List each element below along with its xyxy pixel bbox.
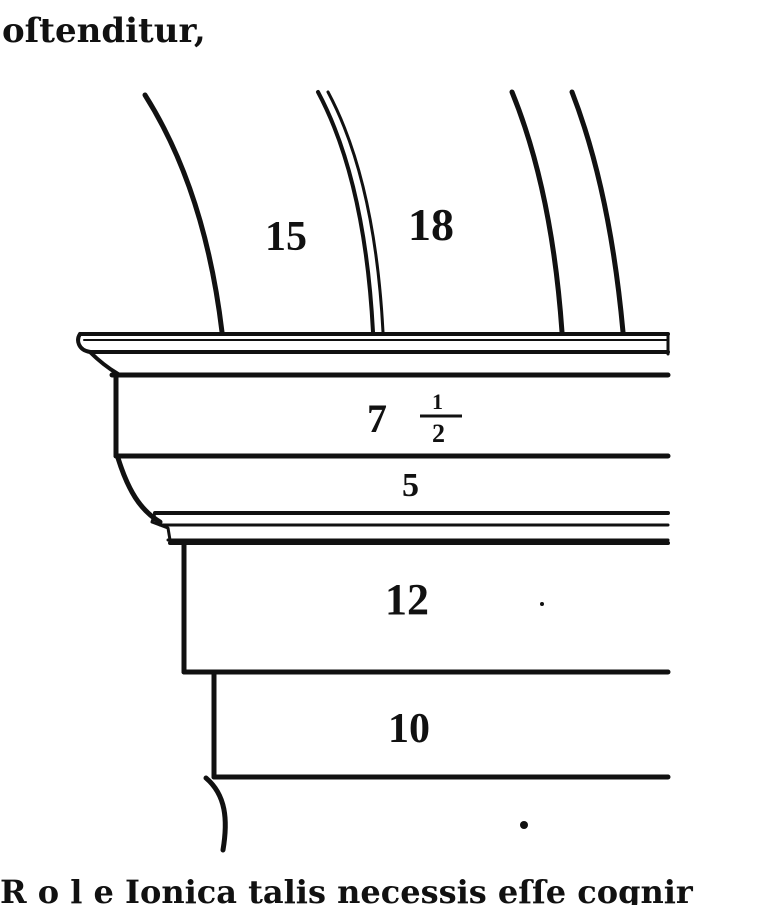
arch-curve-4 (569, 89, 626, 335)
band-10-label: 10 (388, 706, 430, 752)
arch-curve-3 (509, 89, 565, 335)
svg-text:7: 7 (367, 396, 387, 441)
ink-dot-1 (540, 602, 544, 606)
arch-curve-2a (316, 90, 375, 334)
arch-curve-2b (326, 90, 385, 334)
arch-label-right: 18 (408, 199, 454, 250)
svg-text:2: 2 (432, 419, 445, 448)
crown-fillet (76, 332, 670, 354)
cyma-top (88, 350, 120, 376)
band-5-label: 5 (402, 467, 419, 504)
arch-label-left: 15 (265, 214, 307, 260)
moulding-profile (76, 332, 671, 853)
arch-curves (142, 89, 626, 335)
band-7-label: 7 1 2 (367, 389, 462, 448)
top-text-fragment: oſtenditur, (2, 11, 206, 51)
bottom-text-fragment: R o l e Ionica talis necessis eſſe cogni… (0, 873, 694, 905)
arch-curve-1 (142, 92, 225, 335)
column-curve (203, 775, 228, 853)
fillet-step (150, 511, 172, 542)
svg-text:1: 1 (432, 389, 443, 414)
ink-dot-2 (520, 821, 528, 829)
band-12-label: 12 (385, 575, 429, 624)
